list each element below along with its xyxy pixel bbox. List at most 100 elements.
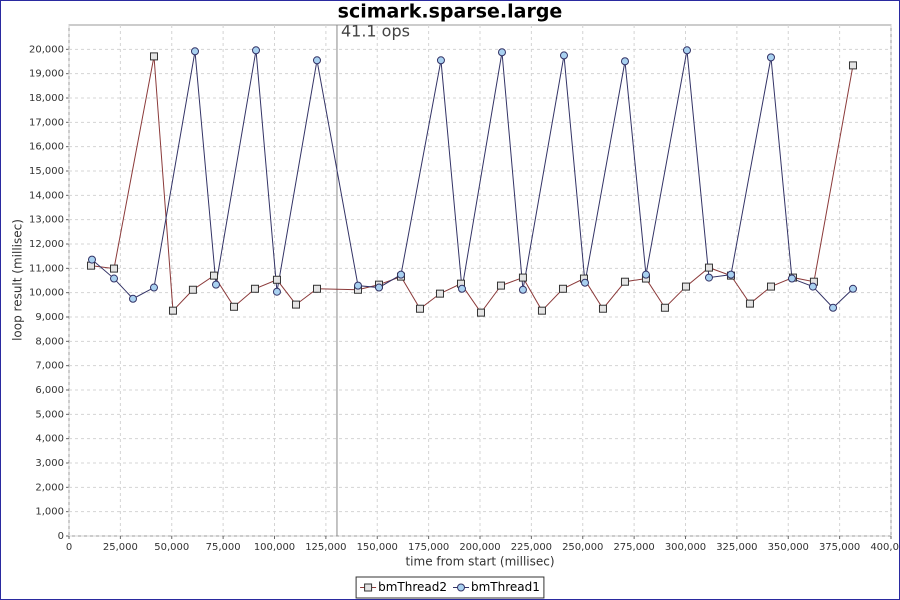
x-tick-label: 225,000	[511, 542, 552, 553]
x-tick-label: 100,000	[254, 542, 295, 553]
data-point	[252, 46, 261, 55]
x-tick-label: 150,000	[357, 542, 398, 553]
data-point	[190, 47, 199, 56]
x-tick-label: 175,000	[408, 542, 449, 553]
data-point	[168, 306, 177, 315]
data-point	[353, 281, 362, 290]
y-axis-label: loop result (millisec)	[11, 219, 25, 341]
x-tick-label: 50,000	[154, 542, 189, 553]
y-tick-label: 8,000	[35, 336, 64, 347]
y-tick-label: 14,000	[29, 190, 64, 201]
data-point	[396, 270, 405, 279]
data-point	[149, 283, 158, 292]
data-point	[436, 56, 445, 65]
data-point	[415, 304, 424, 313]
x-tick-label: 325,000	[716, 542, 757, 553]
data-point	[291, 300, 300, 309]
y-tick-label: 18,000	[29, 93, 64, 104]
data-point	[497, 48, 506, 57]
data-point	[682, 46, 691, 55]
data-point	[211, 280, 220, 289]
y-tick-label: 7,000	[35, 361, 64, 372]
data-point	[518, 273, 527, 282]
y-tick-label: 15,000	[29, 166, 64, 177]
legend-item: bmThread1	[453, 580, 540, 594]
data-point	[537, 306, 546, 315]
data-point	[848, 284, 857, 293]
legend-label: bmThread1	[471, 580, 540, 594]
y-tick-label: 13,000	[29, 215, 64, 226]
data-point	[641, 270, 650, 279]
data-point	[188, 285, 197, 294]
chart-title: scimark.sparse.large	[338, 1, 563, 23]
data-point	[848, 61, 857, 70]
x-tick-label: 400,000	[870, 542, 900, 553]
data-point	[435, 289, 444, 298]
data-point	[374, 283, 383, 292]
y-tick-label: 0	[58, 531, 64, 542]
data-point	[766, 282, 775, 291]
y-tick-label: 12,000	[29, 239, 64, 250]
data-point	[559, 51, 568, 60]
y-tick-label: 20,000	[29, 44, 64, 55]
data-point	[128, 294, 137, 303]
x-tick-label: 75,000	[206, 542, 241, 553]
data-point	[312, 56, 321, 65]
y-tick-label: 1,000	[35, 507, 64, 518]
x-tick-label: 200,000	[459, 542, 500, 553]
x-tick-label: 125,000	[305, 542, 346, 553]
y-tick-label: 19,000	[29, 69, 64, 80]
data-point	[496, 281, 505, 290]
series-line	[91, 50, 854, 309]
x-tick-label: 350,000	[768, 542, 809, 553]
x-tick-label: 0	[66, 542, 72, 553]
data-point	[312, 284, 321, 293]
legend-label: bmThread2	[378, 580, 447, 594]
y-tick-label: 3,000	[35, 458, 64, 469]
y-tick-label: 9,000	[35, 312, 64, 323]
y-tick-label: 4,000	[35, 434, 64, 445]
x-tick-label: 275,000	[613, 542, 654, 553]
data-point	[660, 303, 669, 312]
data-point	[808, 282, 817, 291]
data-point	[829, 303, 838, 312]
y-tick-label: 2,000	[35, 482, 64, 493]
data-point	[745, 299, 754, 308]
data-point	[681, 282, 690, 291]
x-tick-label: 375,000	[819, 542, 860, 553]
data-point	[149, 52, 158, 61]
x-tick-label: 250,000	[562, 542, 603, 553]
y-tick-label: 5,000	[35, 409, 64, 420]
x-tick-label: 300,000	[665, 542, 706, 553]
y-tick-label: 6,000	[35, 385, 64, 396]
data-point	[787, 274, 796, 283]
data-point	[518, 285, 527, 294]
data-point	[704, 273, 713, 282]
data-point	[272, 287, 281, 296]
legend-symbol	[457, 583, 465, 592]
y-tick-label: 16,000	[29, 142, 64, 153]
y-tick-label: 11,000	[29, 263, 64, 274]
legend-item: bmThread2	[360, 580, 447, 594]
y-tick-label: 10,000	[29, 288, 64, 299]
data-point	[620, 57, 629, 66]
data-point	[704, 263, 713, 272]
x-axis-label: time from start (millisec)	[405, 555, 554, 569]
data-point	[726, 270, 735, 279]
data-point	[457, 284, 466, 293]
x-tick-label: 25,000	[103, 542, 138, 553]
data-point	[598, 304, 607, 313]
data-point	[476, 308, 485, 317]
legend-symbol	[364, 583, 373, 592]
data-point	[558, 284, 567, 293]
data-point	[620, 277, 629, 286]
y-tick-label: 17,000	[29, 117, 64, 128]
data-point	[250, 284, 259, 293]
data-point	[229, 302, 238, 311]
data-point	[580, 278, 589, 287]
data-point	[766, 53, 775, 62]
data-point	[87, 255, 96, 264]
data-point	[110, 264, 119, 273]
data-point	[272, 275, 281, 284]
